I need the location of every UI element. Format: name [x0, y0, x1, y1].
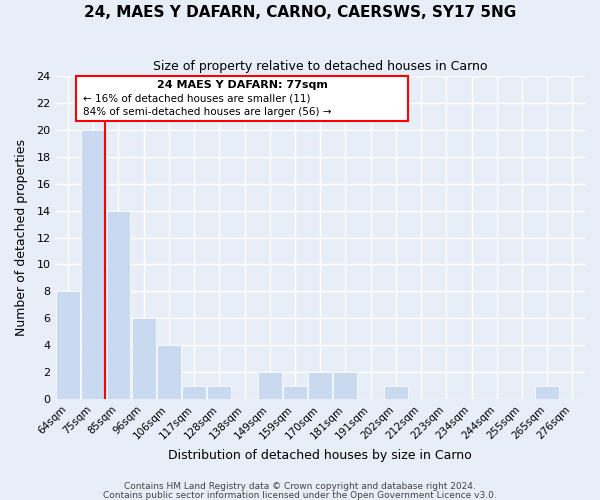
- Bar: [535, 386, 559, 400]
- Bar: [208, 386, 232, 400]
- Bar: [258, 372, 282, 400]
- Bar: [107, 210, 130, 400]
- Text: Contains public sector information licensed under the Open Government Licence v3: Contains public sector information licen…: [103, 490, 497, 500]
- Text: 84% of semi-detached houses are larger (56) →: 84% of semi-detached houses are larger (…: [83, 107, 332, 117]
- Bar: [157, 346, 181, 400]
- Text: Contains HM Land Registry data © Crown copyright and database right 2024.: Contains HM Land Registry data © Crown c…: [124, 482, 476, 491]
- Bar: [384, 386, 408, 400]
- Title: Size of property relative to detached houses in Carno: Size of property relative to detached ho…: [153, 60, 487, 73]
- Bar: [132, 318, 155, 400]
- Y-axis label: Number of detached properties: Number of detached properties: [15, 139, 28, 336]
- Bar: [334, 372, 358, 400]
- Bar: [76, 76, 409, 122]
- Bar: [283, 386, 307, 400]
- Bar: [81, 130, 105, 400]
- Text: ← 16% of detached houses are smaller (11): ← 16% of detached houses are smaller (11…: [83, 94, 311, 104]
- Text: 24 MAES Y DAFARN: 77sqm: 24 MAES Y DAFARN: 77sqm: [157, 80, 328, 90]
- Bar: [308, 372, 332, 400]
- X-axis label: Distribution of detached houses by size in Carno: Distribution of detached houses by size …: [169, 450, 472, 462]
- Text: 24, MAES Y DAFARN, CARNO, CAERSWS, SY17 5NG: 24, MAES Y DAFARN, CARNO, CAERSWS, SY17 …: [84, 5, 516, 20]
- Bar: [56, 292, 80, 400]
- Bar: [182, 386, 206, 400]
